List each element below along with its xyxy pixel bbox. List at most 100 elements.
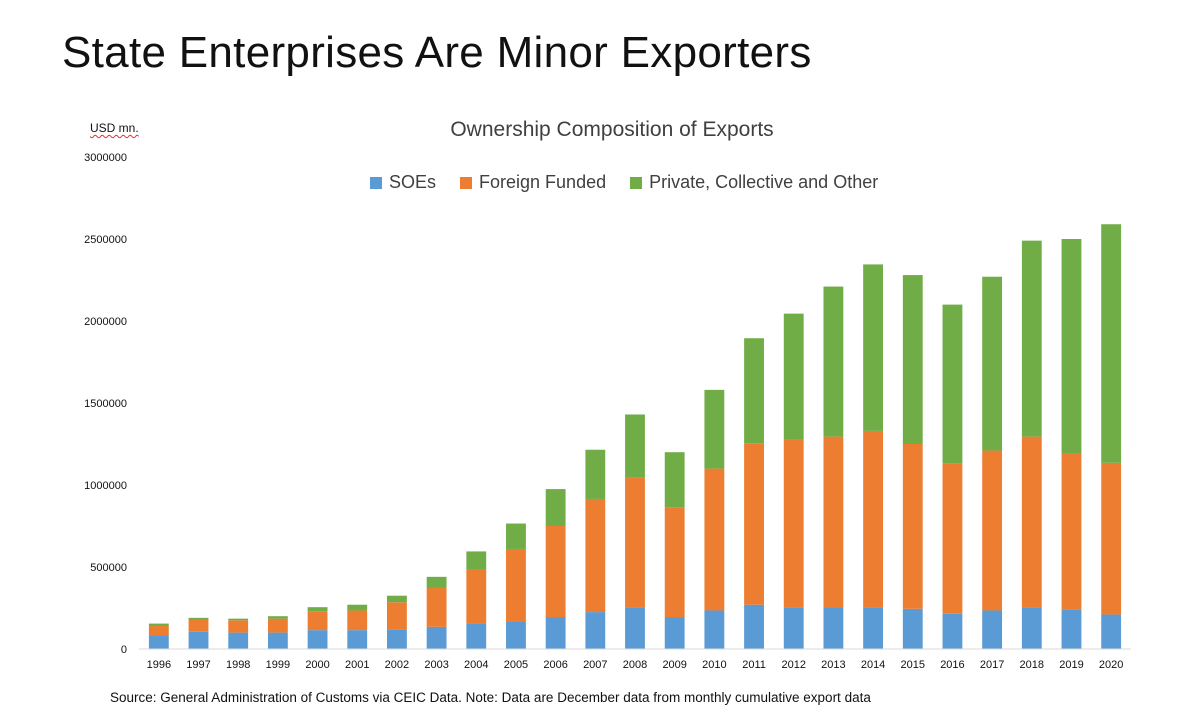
bar-2019-soes bbox=[1061, 609, 1082, 649]
bar-2006-foreign-funded bbox=[545, 526, 566, 618]
bar-2005-private bbox=[506, 523, 526, 549]
legend-swatch-private bbox=[630, 176, 643, 189]
x-tick-label-2016: 2016 bbox=[940, 659, 964, 671]
bar-1999-foreign-funded bbox=[267, 618, 288, 633]
unit-label-text: USD mn. bbox=[90, 121, 139, 135]
legend-swatch-soes bbox=[370, 176, 382, 189]
bar-1996-soes bbox=[148, 635, 169, 649]
bars bbox=[148, 224, 1122, 649]
x-tick-label-2001: 2001 bbox=[345, 659, 369, 671]
bar-2001-private bbox=[347, 604, 368, 611]
bar-2013-soes bbox=[823, 608, 844, 649]
x-tick-label-2002: 2002 bbox=[385, 659, 409, 671]
x-tick-label-2017: 2017 bbox=[980, 659, 1004, 671]
x-tick-label-2012: 2012 bbox=[781, 659, 805, 671]
y-tick-label: 2500000 bbox=[84, 234, 127, 246]
bar-2009-foreign-funded bbox=[664, 507, 685, 618]
bar-2020-foreign-funded bbox=[1101, 462, 1122, 615]
bar-1998-private bbox=[228, 618, 249, 621]
legend-item-foreign-funded: Foreign Funded bbox=[460, 172, 606, 193]
bar-2019-foreign-funded bbox=[1061, 453, 1082, 610]
bar-2003-foreign-funded bbox=[426, 587, 447, 627]
bar-1998-soes bbox=[228, 632, 249, 649]
bar-1997-soes bbox=[188, 631, 209, 649]
x-tick-label-2015: 2015 bbox=[901, 659, 925, 671]
x-tick-label-2013: 2013 bbox=[821, 659, 845, 671]
bar-2000-foreign-funded bbox=[307, 611, 328, 631]
bar-2009-soes bbox=[664, 617, 685, 649]
bar-2004-private bbox=[466, 551, 487, 570]
bar-2017-soes bbox=[982, 610, 1003, 649]
x-tick-label-2008: 2008 bbox=[623, 659, 647, 671]
legend-item-private: Private, Collective and Other bbox=[630, 172, 878, 193]
chart-title: Ownership Composition of Exports bbox=[450, 118, 774, 141]
bar-2015-private bbox=[902, 275, 923, 444]
bar-2018-private bbox=[1021, 240, 1042, 437]
bar-2019-private bbox=[1061, 239, 1082, 454]
bar-2008-private bbox=[625, 414, 645, 478]
bar-2007-private bbox=[585, 449, 606, 499]
y-tick-label: 1000000 bbox=[84, 480, 127, 492]
x-tick-label-1996: 1996 bbox=[147, 659, 171, 671]
bar-2014-private bbox=[863, 264, 883, 431]
bar-2017-private bbox=[982, 276, 1003, 451]
bar-2001-foreign-funded bbox=[347, 610, 368, 631]
x-tick-label-2000: 2000 bbox=[305, 659, 329, 671]
bar-2009-private bbox=[664, 452, 685, 508]
x-tick-label-1997: 1997 bbox=[186, 659, 210, 671]
bar-2010-soes bbox=[704, 610, 725, 649]
bar-2003-private bbox=[426, 576, 447, 588]
bar-2000-private bbox=[307, 607, 328, 612]
y-axis-ticks: 0 500000 1000000 1500000 2000000 2500000 30000… bbox=[84, 152, 127, 656]
x-tick-label-2018: 2018 bbox=[1020, 659, 1044, 671]
y-tick-label: 0 bbox=[121, 644, 127, 656]
bar-1998-foreign-funded bbox=[228, 620, 249, 633]
x-tick-label-2014: 2014 bbox=[861, 659, 885, 671]
x-tick-label-2020: 2020 bbox=[1099, 659, 1123, 671]
x-tick-label-2005: 2005 bbox=[504, 659, 528, 671]
legend-item-soes: SOEs bbox=[370, 172, 436, 193]
bar-2013-foreign-funded bbox=[823, 436, 844, 608]
x-tick-label-2011: 2011 bbox=[742, 659, 766, 671]
legend-label-private: Private, Collective and Other bbox=[649, 172, 879, 192]
bar-2004-soes bbox=[466, 623, 487, 649]
y-axis-unit-label: USD mn. bbox=[90, 121, 139, 135]
bar-2016-foreign-funded bbox=[942, 463, 963, 614]
bar-2007-soes bbox=[585, 612, 606, 649]
source-note: Source: General Administration of Custom… bbox=[110, 690, 871, 705]
bar-2007-foreign-funded bbox=[585, 498, 606, 613]
bar-2016-private bbox=[942, 304, 963, 464]
x-tick-label-2007: 2007 bbox=[583, 659, 607, 671]
bar-2018-foreign-funded bbox=[1021, 436, 1042, 608]
bar-2001-soes bbox=[347, 630, 368, 649]
legend-label-foreign-funded: Foreign Funded bbox=[479, 172, 607, 192]
x-tick-label-2003: 2003 bbox=[424, 659, 448, 671]
chart-legend: SOEs Foreign Funded Private, Collective … bbox=[370, 172, 878, 193]
y-tick-label: 1500000 bbox=[84, 398, 127, 410]
bar-2010-foreign-funded bbox=[704, 468, 725, 611]
bar-1997-foreign-funded bbox=[188, 619, 209, 632]
bar-2005-foreign-funded bbox=[506, 548, 526, 622]
y-tick-label: 2000000 bbox=[84, 316, 127, 328]
bar-2005-soes bbox=[506, 621, 526, 649]
bar-2011-soes bbox=[744, 604, 764, 649]
bar-2020-private bbox=[1101, 224, 1122, 463]
bar-1999-private bbox=[267, 616, 288, 619]
bar-2014-soes bbox=[863, 607, 883, 649]
x-tick-label-2009: 2009 bbox=[662, 659, 686, 671]
bar-2004-foreign-funded bbox=[466, 569, 487, 624]
bar-1996-foreign-funded bbox=[148, 626, 169, 636]
bar-2008-foreign-funded bbox=[625, 477, 645, 608]
bar-2016-soes bbox=[942, 613, 963, 649]
x-tick-label-1999: 1999 bbox=[266, 659, 290, 671]
bar-2010-private bbox=[704, 389, 725, 469]
bar-2003-soes bbox=[426, 626, 447, 649]
bar-2017-foreign-funded bbox=[982, 450, 1003, 611]
bar-2018-soes bbox=[1021, 607, 1042, 649]
bar-2011-private bbox=[744, 338, 764, 444]
x-tick-label-2019: 2019 bbox=[1059, 659, 1083, 671]
bar-2013-private bbox=[823, 286, 844, 437]
y-tick-label: 500000 bbox=[90, 562, 127, 574]
y-tick-label: 3000000 bbox=[84, 152, 127, 164]
